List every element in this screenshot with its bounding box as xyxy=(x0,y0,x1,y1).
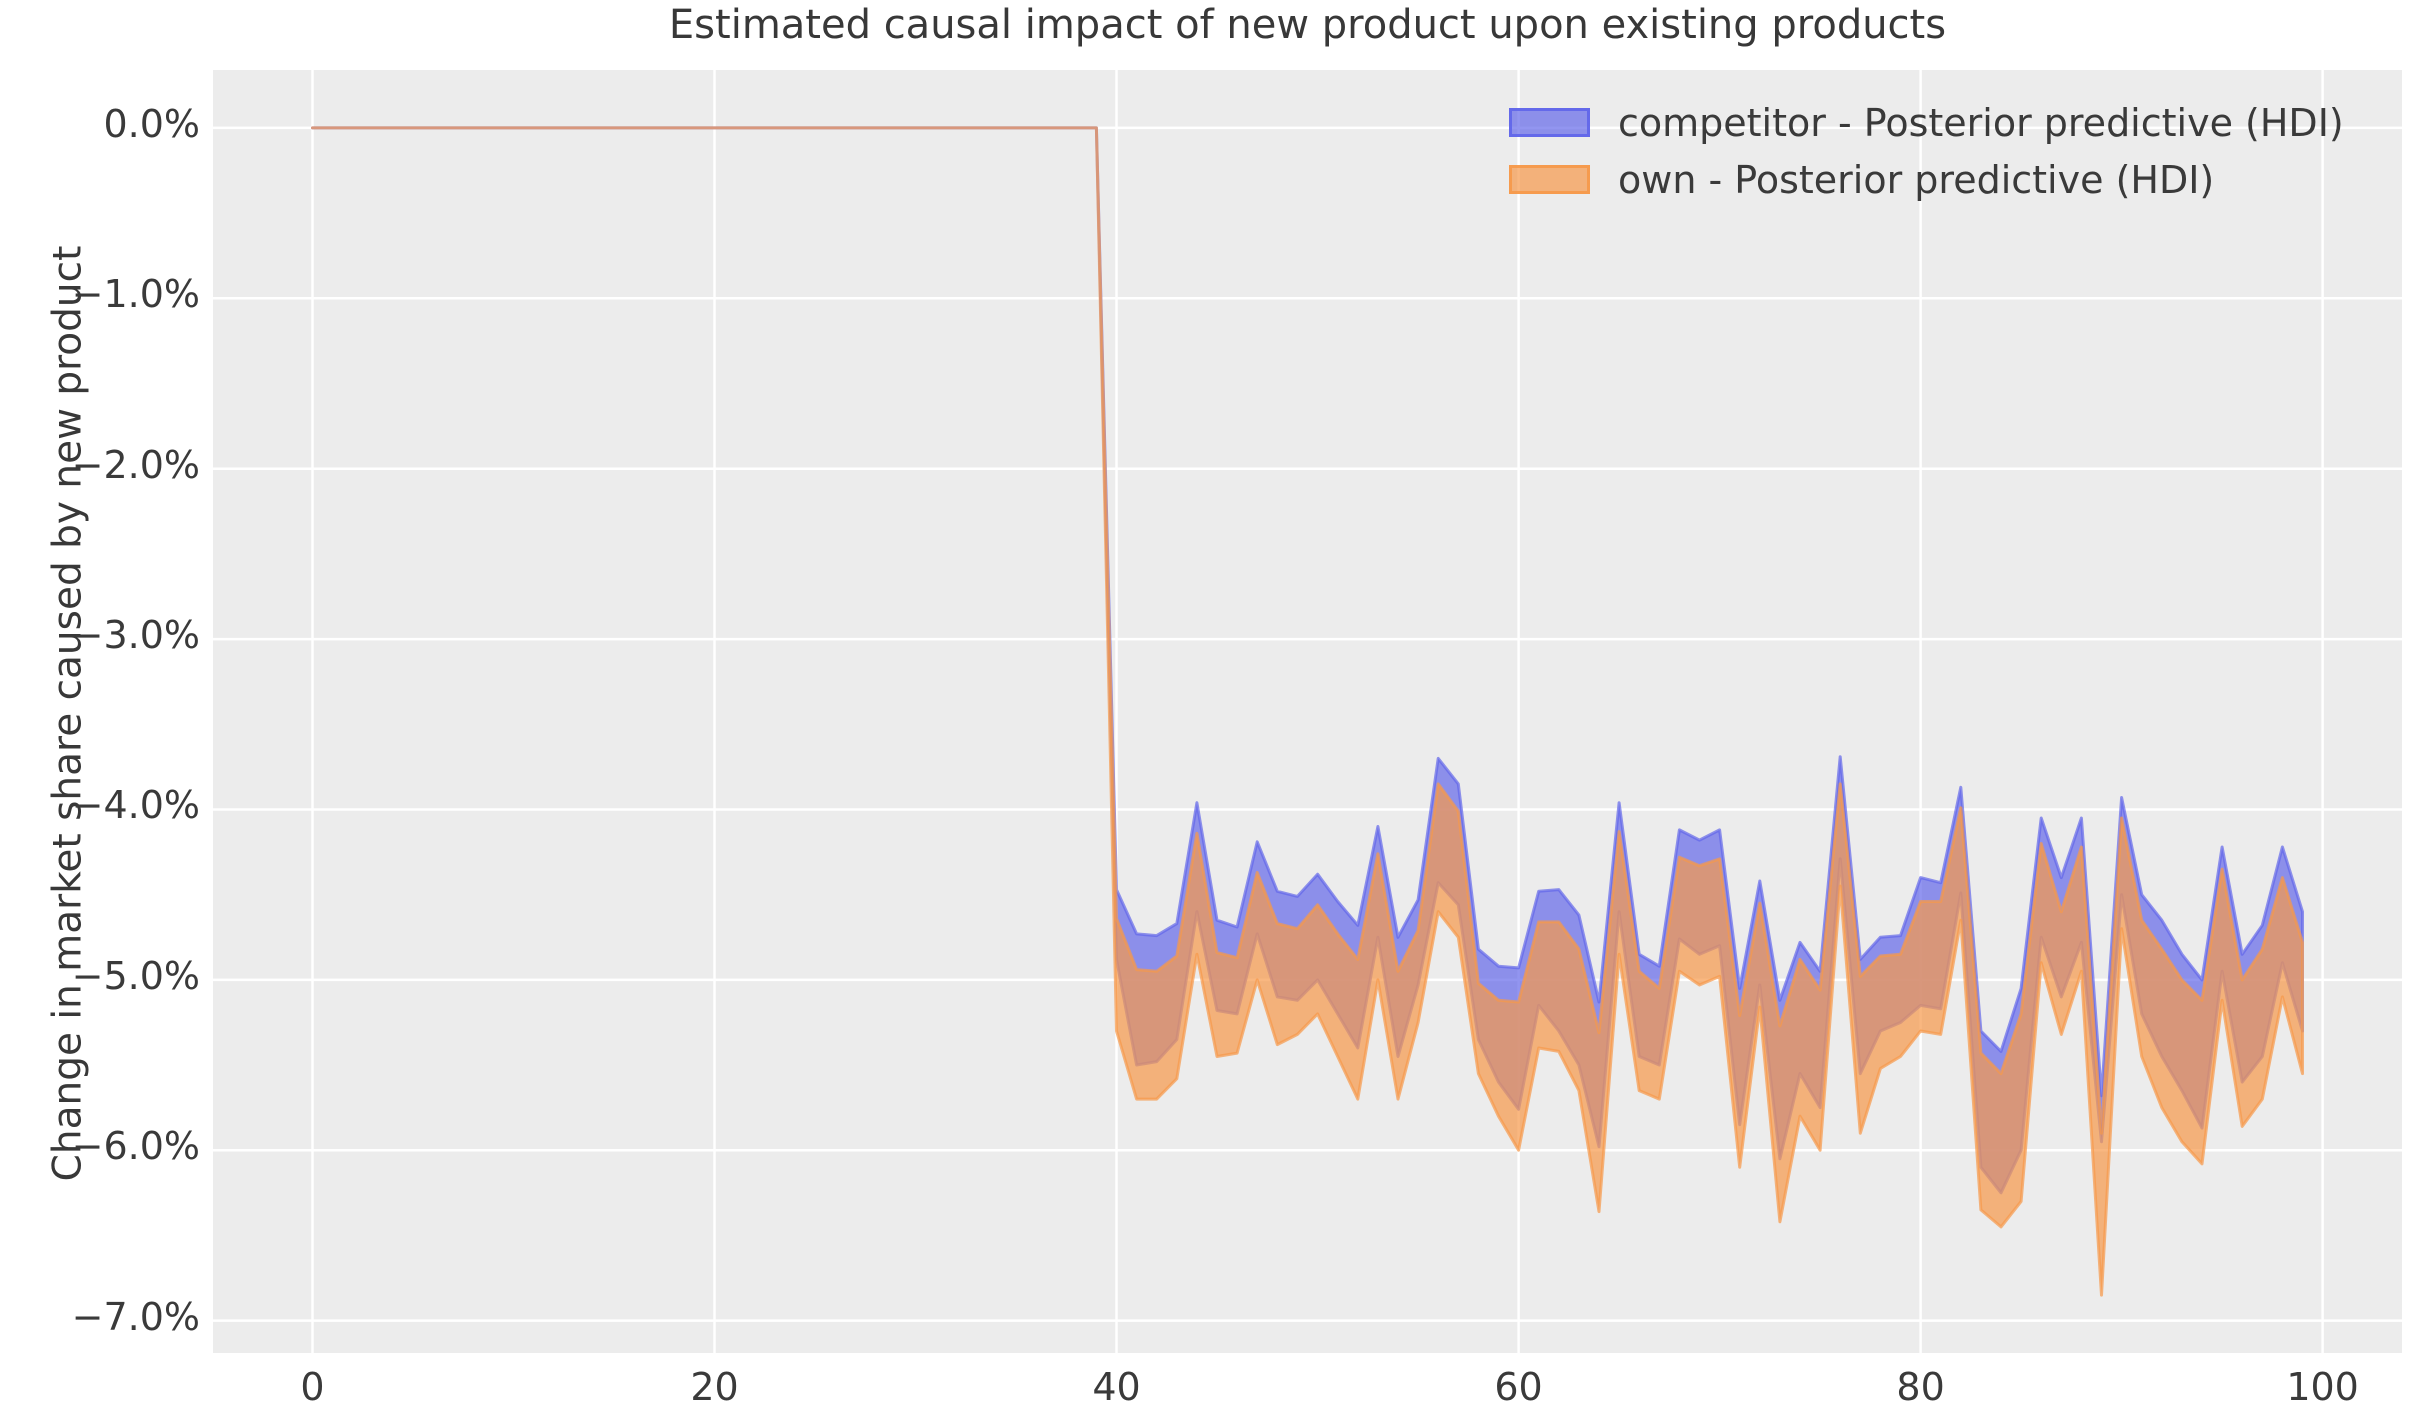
legend-swatch-own xyxy=(1509,165,1590,194)
x-tick-label-0: 0 xyxy=(300,1365,325,1409)
hdi-band-own xyxy=(311,126,2304,1297)
y-tick-label--1: −1.0% xyxy=(71,272,200,317)
x-tick-label-100: 100 xyxy=(2286,1365,2359,1409)
hdi-band-competitor xyxy=(311,126,2304,1195)
legend-item-competitor: competitor - Posterior predictive (HDI) xyxy=(1509,94,2344,151)
y-tick-label--4: −4.0% xyxy=(71,783,200,828)
y-tick-label--7: −7.0% xyxy=(71,1294,200,1339)
x-tick-label-40: 40 xyxy=(1092,1365,1141,1409)
gridlines xyxy=(213,70,2402,1353)
chart-title: Estimated causal impact of new product u… xyxy=(668,2,1947,48)
y-axis-label: Change in market share caused by new pro… xyxy=(45,245,91,1182)
y-tick-label--6: −6.0% xyxy=(71,1124,200,1169)
plot-area: competitor - Posterior predictive (HDI) … xyxy=(213,70,2402,1353)
x-tick-label-60: 60 xyxy=(1494,1365,1543,1409)
legend-swatch-competitor xyxy=(1509,108,1590,137)
legend-item-own: own - Posterior predictive (HDI) xyxy=(1509,151,2344,208)
y-tick-label--3: −3.0% xyxy=(71,613,200,658)
y-tick-label-0: 0.0% xyxy=(103,101,200,146)
legend-label-own: own - Posterior predictive (HDI) xyxy=(1618,157,2215,202)
legend-label-competitor: competitor - Posterior predictive (HDI) xyxy=(1618,100,2344,145)
chart-canvas xyxy=(213,70,2402,1353)
y-tick-label--5: −5.0% xyxy=(71,953,200,998)
legend: competitor - Posterior predictive (HDI) … xyxy=(1509,94,2344,208)
y-tick-label--2: −2.0% xyxy=(71,442,200,487)
x-tick-label-20: 20 xyxy=(690,1365,739,1409)
x-tick-label-80: 80 xyxy=(1896,1365,1945,1409)
